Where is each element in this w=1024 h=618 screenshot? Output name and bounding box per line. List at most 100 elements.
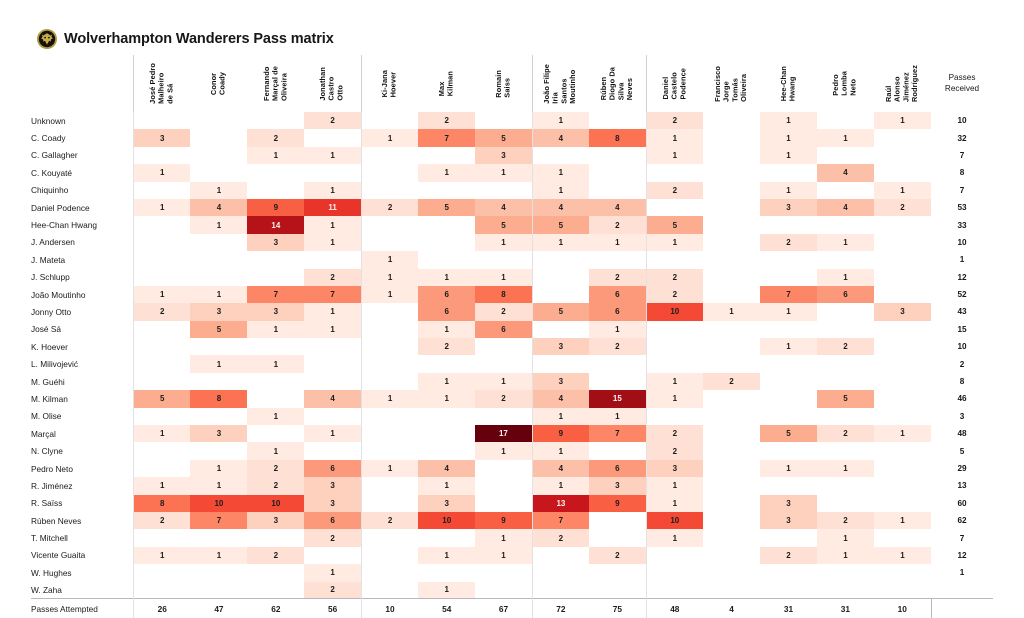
matrix-cell: 1 [360, 251, 419, 269]
passes-received-value: 46 [931, 390, 993, 408]
matrix-cell [645, 320, 704, 339]
matrix-cell: 1 [133, 425, 191, 443]
matrix-cell: 5 [190, 320, 248, 339]
passes-received-value: 48 [931, 425, 993, 443]
passes-received-value: 10 [931, 338, 993, 356]
matrix-cell: 1 [418, 477, 476, 495]
matrix-cell: 1 [759, 112, 817, 130]
matrix-cell [247, 529, 305, 547]
matrix-cell [645, 546, 704, 565]
matrix-cell [531, 146, 590, 165]
matrix-cell: 5 [475, 216, 533, 234]
matrix-cell [759, 477, 817, 495]
passes-received-value: 3 [931, 407, 993, 426]
matrix-cell: 1 [475, 546, 533, 565]
matrix-cell [873, 372, 931, 391]
matrix-cell [304, 338, 362, 356]
column-header-label: Pedro Lomba Neto [831, 71, 858, 96]
row-label-28: W. Zaha [31, 581, 134, 599]
matrix-cell [133, 564, 191, 582]
matrix-cell: 1 [531, 112, 590, 130]
matrix-cell [873, 355, 931, 373]
matrix-cell [304, 129, 362, 147]
matrix-cell: 2 [304, 268, 362, 286]
row-label-17: M. Kilman [31, 390, 134, 408]
matrix-cell [360, 564, 419, 582]
matrix-cell: 1 [360, 285, 419, 304]
matrix-cell [360, 494, 419, 512]
matrix-cell [360, 320, 419, 339]
matrix-cell [247, 564, 305, 582]
matrix-cell: 5 [816, 390, 874, 408]
matrix-cell [873, 233, 931, 252]
matrix-cell [247, 112, 305, 130]
matrix-cell [873, 129, 931, 147]
matrix-cell [816, 564, 874, 582]
matrix-cell: 3 [531, 372, 590, 391]
matrix-cell [304, 442, 362, 460]
matrix-cell [190, 442, 248, 460]
matrix-cell: 1 [304, 425, 362, 443]
matrix-cell [873, 390, 931, 408]
matrix-cell: 3 [304, 494, 362, 512]
matrix-cell: 2 [816, 511, 874, 530]
matrix-cell: 7 [190, 511, 248, 530]
matrix-cell [360, 477, 419, 495]
matrix-cell: 1 [418, 164, 476, 182]
matrix-cell [475, 581, 533, 599]
matrix-cell [531, 251, 590, 269]
passes-received-value: 12 [931, 268, 993, 286]
matrix-cell: 4 [589, 198, 647, 217]
passes-received-value: 33 [931, 216, 993, 234]
matrix-cell [418, 564, 476, 582]
matrix-cell: 2 [645, 181, 704, 199]
matrix-cell [873, 529, 931, 547]
matrix-cell [133, 529, 191, 547]
matrix-cell: 5 [759, 425, 817, 443]
row-label-1: Unknown [31, 112, 134, 130]
matrix-cell [645, 581, 704, 599]
column-header-9: Rúben Diogo Da Silva Neves [589, 55, 647, 112]
matrix-cell [247, 425, 305, 443]
matrix-cell [816, 477, 874, 495]
matrix-cell [247, 181, 305, 199]
matrix-cell [133, 320, 191, 339]
matrix-cell [247, 164, 305, 182]
table-row: R. Jiménez 1 1 2 3 1 1 3 1 13 [31, 477, 993, 495]
row-label-21: Pedro Neto [31, 459, 134, 478]
matrix-cell: 2 [873, 198, 931, 217]
matrix-cell: 1 [475, 372, 533, 391]
table-row: Vicente Guaita 1 1 2 1 1 2 2 1 1 12 [31, 546, 993, 565]
matrix-cell: 1 [873, 112, 931, 130]
matrix-cell: 2 [645, 268, 704, 286]
row-label-19: Marçal [31, 425, 134, 443]
matrix-cell [360, 529, 419, 547]
matrix-cell: 7 [304, 285, 362, 304]
matrix-cell [703, 112, 760, 130]
matrix-cell [304, 251, 362, 269]
column-header-4: Jonathan Castro Otto [304, 55, 362, 112]
matrix-cell: 4 [475, 198, 533, 217]
table-body: Unknown 2 2 1 2 1 1 10 C. Coady 3 2 1 7 5 4 8 1 1 1 32 C. Ga… [31, 112, 993, 618]
matrix-cell: 1 [304, 320, 362, 339]
matrix-cell: 1 [190, 216, 248, 234]
matrix-cell [418, 233, 476, 252]
matrix-cell [645, 407, 704, 426]
matrix-cell [703, 233, 760, 252]
table-row: M. Olise 1 1 1 3 [31, 407, 993, 426]
row-label-3: C. Gallagher [31, 146, 134, 165]
matrix-cell: 1 [133, 164, 191, 182]
matrix-cell: 9 [475, 511, 533, 530]
matrix-cell: 2 [589, 546, 647, 565]
row-label-15: L. Milivojević [31, 355, 134, 373]
matrix-cell [133, 181, 191, 199]
matrix-cell [703, 546, 760, 565]
matrix-cell: 7 [759, 285, 817, 304]
matrix-cell: 1 [531, 407, 590, 426]
matrix-cell: 1 [247, 355, 305, 373]
matrix-cell: 1 [133, 477, 191, 495]
matrix-cell [418, 407, 476, 426]
matrix-cell [247, 338, 305, 356]
column-header-13: Pedro Lomba Neto [816, 55, 874, 112]
matrix-cell [360, 355, 419, 373]
